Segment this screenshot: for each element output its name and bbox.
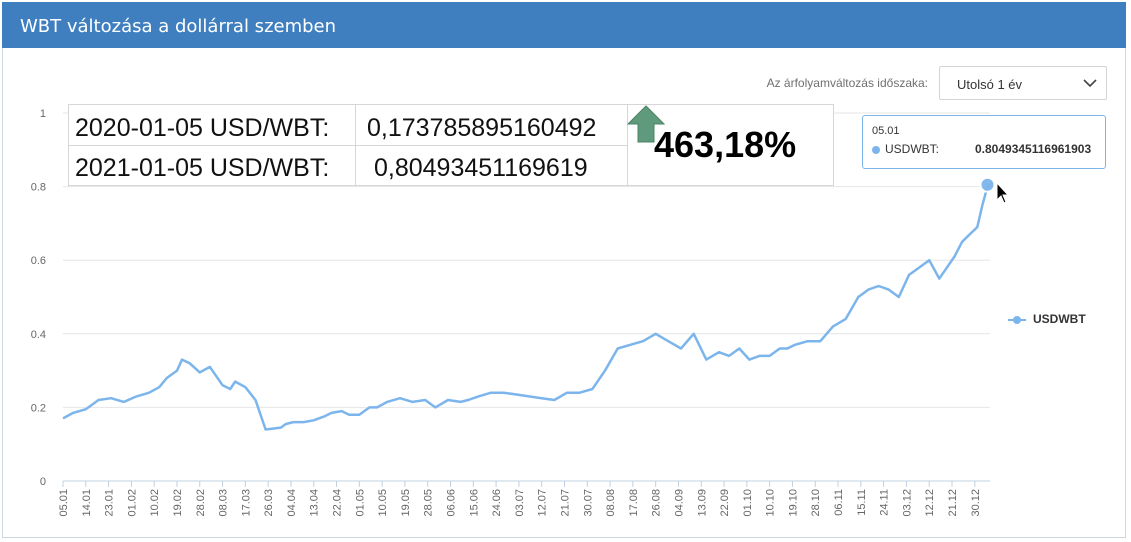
mouse-pointer-icon [996,182,1010,204]
x-tick-label: 01.02 [126,489,138,517]
x-tick-label: 04.04 [286,489,298,517]
x-tick-label: 15.11 [856,489,868,516]
page-title: WBT változása a dollárral szemben [20,16,337,37]
x-tick-label: 01.05 [354,489,366,517]
tooltip-date: 05.01 [872,125,900,137]
tooltip-series-marker [872,146,880,154]
x-tick-label: 19.05 [400,489,412,517]
x-tick-label: 03.07 [514,489,526,517]
x-tick-label: 05.01 [58,489,70,517]
x-tick-label: 26.03 [263,489,275,517]
x-tick-label: 28.02 [195,489,207,517]
x-tick-label: 24.11 [879,489,891,516]
x-tick-label: 28.05 [423,489,435,517]
x-tick-label: 06.06 [446,489,458,517]
up-arrow-icon [626,105,666,143]
x-tick-label: 08.08 [605,489,617,517]
x-tick-label: 03.12 [901,489,913,517]
x-tick-label: 12.07 [537,489,549,517]
x-tick-label: 17.03 [240,489,252,517]
legend-label: USDWBT [1033,312,1086,326]
panel-header: WBT változása a dollárral szemben [2,2,1126,48]
x-tick-label: 30.07 [582,489,594,517]
x-tick-label: 21.12 [947,489,959,517]
y-tick-label: 1 [40,108,46,120]
series-line-usdwbt [62,183,991,431]
x-tick-label: 10.10 [765,489,777,517]
x-tick-label: 23.01 [104,489,116,517]
x-tick-label: 28.10 [810,489,822,517]
x-tick-label: 22.04 [332,489,344,517]
x-tick-label: 22.09 [719,489,731,517]
x-tick-label: 21.07 [559,489,571,517]
legend-item-usdwbt[interactable]: USDWBT [1008,312,1108,328]
summary-row1-label: 2020-01-05 USD/WBT: [75,114,330,142]
chart-tooltip: 05.01 USDWBT: 0.8049345116961903 [862,115,1106,169]
legend-marker [1013,316,1021,324]
change-percentage: 463,18% [654,124,797,165]
x-tick-label: 12.12 [924,489,936,517]
x-tick-label: 04.09 [673,489,685,517]
summary-table: 2020-01-05 USD/WBT: 0,173785895160492 20… [68,104,834,186]
y-tick-label: 0.8 [31,182,46,194]
x-tick-label: 24.06 [491,489,503,517]
summary-row1-value: 0,173785895160492 [367,114,597,142]
y-tick-label: 0.2 [31,402,46,414]
x-tick-label: 10.02 [149,489,161,517]
x-tick-label: 14.01 [81,489,93,517]
x-tick-label: 01.10 [742,489,754,517]
x-tick-label: 13.09 [696,489,708,517]
period-select-value: Utolsó 1 év [957,77,1023,92]
y-tick-label: 0.6 [31,255,46,267]
x-tick-label: 15.06 [468,489,480,517]
period-label: Az árfolyamváltozás időszaka: [766,76,928,90]
x-tick-label: 13.04 [309,489,321,517]
summary-divider [627,105,628,185]
x-tick-label: 17.08 [628,489,640,517]
tooltip-series-name: USDWBT: [885,142,939,156]
summary-row-divider [69,145,627,146]
chevron-down-icon [1083,79,1097,88]
summary-row2-label: 2021-01-05 USD/WBT: [75,154,330,182]
x-tick-label: 10.05 [377,489,389,517]
x-tick-label: 26.08 [651,489,663,517]
summary-row2-value: 0,80493451169619 [374,154,588,182]
x-tick-label: 06.11 [833,489,845,516]
x-tick-label: 08.03 [218,489,230,517]
y-tick-label: 0.4 [31,329,46,341]
period-select[interactable]: Utolsó 1 év [939,66,1107,100]
hover-point-marker [979,176,996,193]
x-tick-label: 19.10 [787,489,799,517]
x-tick-label: 19.02 [172,489,184,517]
x-tick-label: 30.12 [970,489,982,517]
y-tick-label: 0 [40,476,46,488]
tooltip-value: 0.8049345116961903 [975,142,1092,156]
